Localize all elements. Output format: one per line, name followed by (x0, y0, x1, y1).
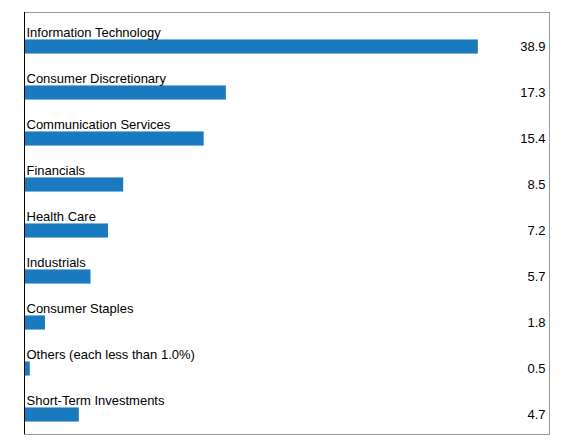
svg-text:17.3: 17.3 (520, 85, 545, 100)
svg-text:8.5: 8.5 (527, 177, 545, 192)
svg-text:Industrials: Industrials (27, 255, 87, 270)
svg-text:1.8: 1.8 (527, 315, 545, 330)
svg-text:5.7: 5.7 (527, 269, 545, 284)
svg-text:Financials: Financials (27, 163, 86, 178)
svg-text:Consumer Staples: Consumer Staples (27, 301, 134, 316)
svg-text:0.5: 0.5 (527, 361, 545, 376)
svg-text:Short-Term Investments: Short-Term Investments (27, 393, 165, 408)
svg-text:4.7: 4.7 (527, 407, 545, 422)
svg-text:Consumer Discretionary: Consumer Discretionary (27, 71, 167, 86)
svg-text:38.9: 38.9 (520, 39, 545, 54)
svg-text:Others (each less than 1.0%): Others (each less than 1.0%) (27, 347, 195, 362)
svg-text:Communication Services: Communication Services (27, 117, 171, 132)
svg-text:Health Care: Health Care (27, 209, 96, 224)
svg-text:Information Technology: Information Technology (27, 25, 162, 40)
svg-text:15.4: 15.4 (520, 131, 545, 146)
svg-text:7.2: 7.2 (527, 223, 545, 238)
